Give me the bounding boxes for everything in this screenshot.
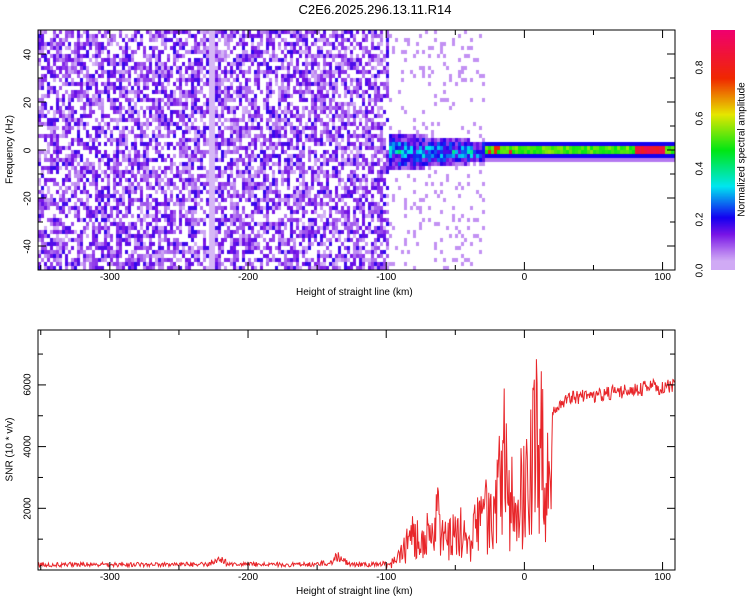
x-tick-label: 100 bbox=[654, 272, 671, 283]
x-tick-label: -100 bbox=[376, 572, 397, 583]
y-tick-label: 6000 bbox=[22, 373, 34, 397]
x-tick-label: -300 bbox=[99, 272, 120, 283]
x-tick-label: 0 bbox=[521, 572, 528, 583]
x-tick-label: -100 bbox=[376, 272, 397, 283]
x-tick-label: -200 bbox=[238, 272, 259, 283]
y-tick-label: -40 bbox=[22, 238, 34, 254]
snr-x-axis-label: Height of straight line (km) bbox=[296, 586, 413, 597]
colorbar-tick-label: 0.0 bbox=[694, 263, 706, 277]
plot-frame bbox=[37, 29, 676, 271]
colorbar-tick-label: 0.2 bbox=[694, 212, 706, 227]
spectrogram-axes bbox=[37, 29, 676, 271]
y-tick-label: 2000 bbox=[22, 497, 34, 520]
colorbar-tick-label: 0.4 bbox=[694, 161, 706, 176]
spectrogram-heatmap bbox=[38, 30, 675, 270]
snr-series-line bbox=[37, 359, 675, 569]
y-tick-label: 0 bbox=[22, 147, 34, 153]
x-tick-label: -200 bbox=[238, 572, 259, 583]
plot-frame bbox=[37, 329, 676, 571]
spectrogram-y-axis-label: Frequency (Hz) bbox=[4, 115, 16, 184]
spectrogram-x-axis-label: Height of straight line (km) bbox=[296, 287, 413, 298]
snr-plot bbox=[37, 329, 676, 571]
y-tick-label: -20 bbox=[22, 190, 34, 206]
y-tick-label: 40 bbox=[22, 48, 34, 60]
chart-title: C2E6.2025.296.13.11.R14 bbox=[298, 2, 452, 17]
y-tick-label: 4000 bbox=[22, 435, 34, 458]
x-tick-label: 0 bbox=[521, 272, 528, 283]
snr-y-axis-label: SNR (10 * v/v) bbox=[4, 417, 16, 482]
colorbar bbox=[711, 30, 735, 270]
colorbar-tick-label: 0.8 bbox=[694, 60, 706, 75]
x-tick-label: -300 bbox=[99, 572, 120, 583]
x-tick-label: 100 bbox=[654, 572, 671, 583]
colorbar-tick-label: 0.6 bbox=[694, 111, 706, 126]
y-tick-label: 20 bbox=[22, 96, 34, 108]
colorbar-label: Normalized spectral amplitude bbox=[736, 82, 748, 217]
